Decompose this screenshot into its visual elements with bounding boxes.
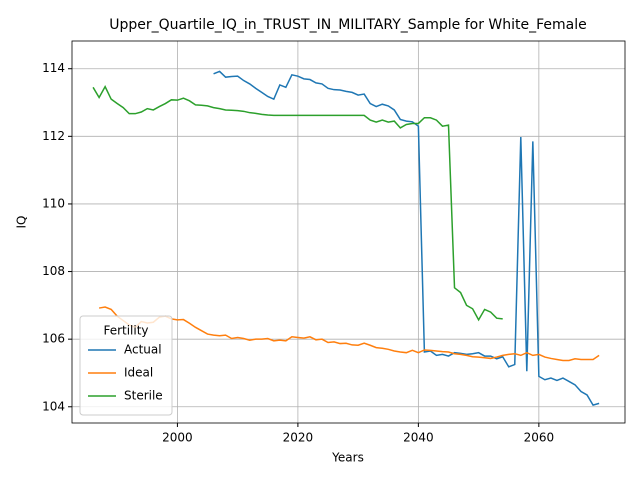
series-line <box>213 70 600 406</box>
legend-title: Fertility <box>103 324 148 338</box>
x-axis-label: Years <box>331 451 364 465</box>
y-tick-label: 104 <box>42 399 65 413</box>
y-axis-label: IQ <box>15 216 29 229</box>
legend: Fertility Actual Ideal Sterile <box>79 315 173 416</box>
legend-label: Sterile <box>124 389 163 403</box>
y-tick-label: 108 <box>42 264 65 278</box>
series-line <box>98 306 600 362</box>
legend-label: Actual <box>124 343 162 357</box>
legend-box <box>79 315 173 416</box>
chart-title: Upper_Quartile_IQ_in_TRUST_IN_MILITARY_S… <box>109 17 587 33</box>
y-tick-label: 106 <box>42 332 65 346</box>
plot-frame <box>71 40 626 424</box>
y-tick-label: 110 <box>42 196 65 210</box>
y-tick-label: 112 <box>42 129 65 143</box>
y-tick-label: 114 <box>42 61 65 75</box>
x-tick-label: 2020 <box>283 431 314 445</box>
x-tick-label: 2060 <box>524 431 555 445</box>
x-tick-label: 2000 <box>162 431 193 445</box>
series-line <box>92 85 503 322</box>
legend-label: Ideal <box>124 366 153 380</box>
x-tick-label: 2040 <box>403 431 434 445</box>
